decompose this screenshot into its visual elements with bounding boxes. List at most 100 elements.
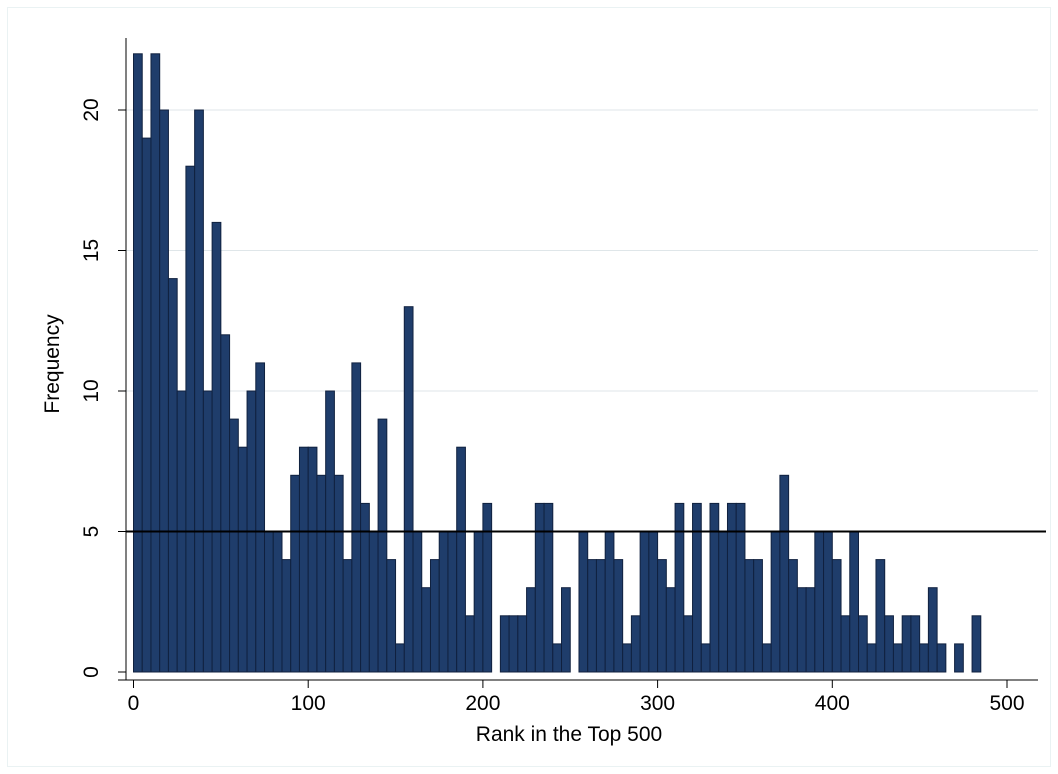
histogram-bar <box>307 446 318 673</box>
histogram-bars <box>133 53 982 673</box>
histogram-bar <box>831 559 842 673</box>
histogram-bar <box>770 531 781 673</box>
histogram-bar <box>622 643 632 673</box>
y-tick-label: 0 <box>80 666 103 678</box>
histogram-bar <box>858 615 868 673</box>
histogram-bar <box>229 418 239 673</box>
y-axis-label: Frequency <box>41 314 64 414</box>
histogram-bar <box>823 531 833 673</box>
histogram-bar <box>281 559 292 673</box>
histogram-bar <box>779 474 790 673</box>
histogram-chart: 0 100 200 300 400 500 0 5 10 15 20 Rank in the Top… <box>41 38 1046 746</box>
histogram-bar <box>700 643 711 673</box>
histogram-bar <box>875 559 886 673</box>
histogram-bar <box>447 531 458 673</box>
chart-frame: 0 100 200 300 400 500 0 5 10 15 20 Rank in the Top… <box>7 7 1051 767</box>
histogram-bar <box>613 559 624 673</box>
histogram-bar <box>272 531 283 673</box>
histogram-bar <box>342 559 353 673</box>
histogram-bar <box>456 446 466 673</box>
x-tick-label: 200 <box>465 692 500 715</box>
x-tick-label: 0 <box>128 692 140 715</box>
histogram-bar <box>840 615 851 673</box>
histogram-bar <box>657 559 667 673</box>
histogram-bar <box>508 615 519 673</box>
histogram-bar <box>892 643 903 673</box>
histogram-bar <box>919 643 929 673</box>
histogram-bar <box>604 531 615 673</box>
histogram-bar <box>167 278 178 673</box>
histogram-bar <box>814 531 825 673</box>
tick-labels: 0 100 200 300 400 500 0 5 10 15 20 <box>80 98 1025 715</box>
histogram-bar <box>534 502 545 673</box>
histogram-bar <box>298 446 309 673</box>
histogram-bar <box>395 643 405 673</box>
histogram-bar <box>499 615 510 673</box>
histogram-bar <box>884 615 894 673</box>
histogram-bar <box>403 306 414 673</box>
histogram-bar <box>220 334 231 673</box>
histogram-bar <box>665 587 676 673</box>
histogram-bar <box>849 531 860 673</box>
x-tick-label: 100 <box>291 692 326 715</box>
y-tick-label: 20 <box>80 98 103 121</box>
histogram-bar <box>429 559 440 673</box>
histogram-bar <box>595 559 606 673</box>
histogram-bar <box>587 559 597 673</box>
histogram-bar <box>377 418 388 673</box>
histogram-bar <box>927 587 938 673</box>
histogram-bar <box>133 53 143 673</box>
histogram-bar <box>316 474 327 673</box>
histogram-bar <box>805 587 816 673</box>
histogram-bar <box>683 615 694 673</box>
histogram-bar <box>735 502 746 673</box>
histogram-bar <box>761 643 772 673</box>
histogram-bar <box>639 531 650 673</box>
histogram-bar <box>866 643 877 673</box>
x-tick-label: 400 <box>815 692 850 715</box>
histogram-bar <box>290 474 300 673</box>
histogram-bar <box>237 446 248 673</box>
histogram-bar <box>482 502 493 673</box>
histogram-bar <box>552 643 563 673</box>
histogram-bar <box>464 615 475 673</box>
histogram-bar <box>185 165 196 673</box>
histogram-bar <box>368 531 379 673</box>
x-axis-label: Rank in the Top 500 <box>476 723 662 746</box>
histogram-bar <box>412 531 423 673</box>
histogram-bar <box>674 502 685 673</box>
histogram-bar <box>936 643 947 673</box>
histogram-bar <box>194 109 204 673</box>
histogram-bar <box>561 587 571 673</box>
histogram-bar <box>150 53 161 673</box>
histogram-bar <box>648 531 659 673</box>
histogram-bar <box>796 587 807 673</box>
histogram-bar <box>333 474 344 673</box>
histogram-bar <box>578 531 589 673</box>
histogram-bar <box>473 531 484 673</box>
histogram-bar <box>630 615 641 673</box>
histogram-bar <box>211 221 222 673</box>
histogram-bar <box>438 531 449 673</box>
histogram-bar <box>255 362 266 673</box>
histogram-bar <box>726 502 737 673</box>
histogram-bar <box>901 615 912 673</box>
histogram-bar <box>386 559 397 673</box>
histogram-bar <box>753 559 763 673</box>
histogram-bar <box>141 137 152 673</box>
x-tick-label: 300 <box>640 692 675 715</box>
histogram-bar <box>526 587 536 673</box>
histogram-bar <box>543 502 554 673</box>
histogram-bar <box>351 362 362 673</box>
axes <box>118 38 1038 681</box>
histogram-bar <box>954 643 964 673</box>
histogram-bar <box>718 531 728 673</box>
histogram-bar <box>264 531 274 673</box>
histogram-bar <box>159 109 169 673</box>
histogram-bar <box>744 559 755 673</box>
y-tick-label: 5 <box>80 526 103 538</box>
y-tick-label: 10 <box>80 379 103 402</box>
y-tick-label: 15 <box>80 239 103 262</box>
histogram-bar <box>360 502 370 673</box>
x-tick-label: 500 <box>989 692 1024 715</box>
